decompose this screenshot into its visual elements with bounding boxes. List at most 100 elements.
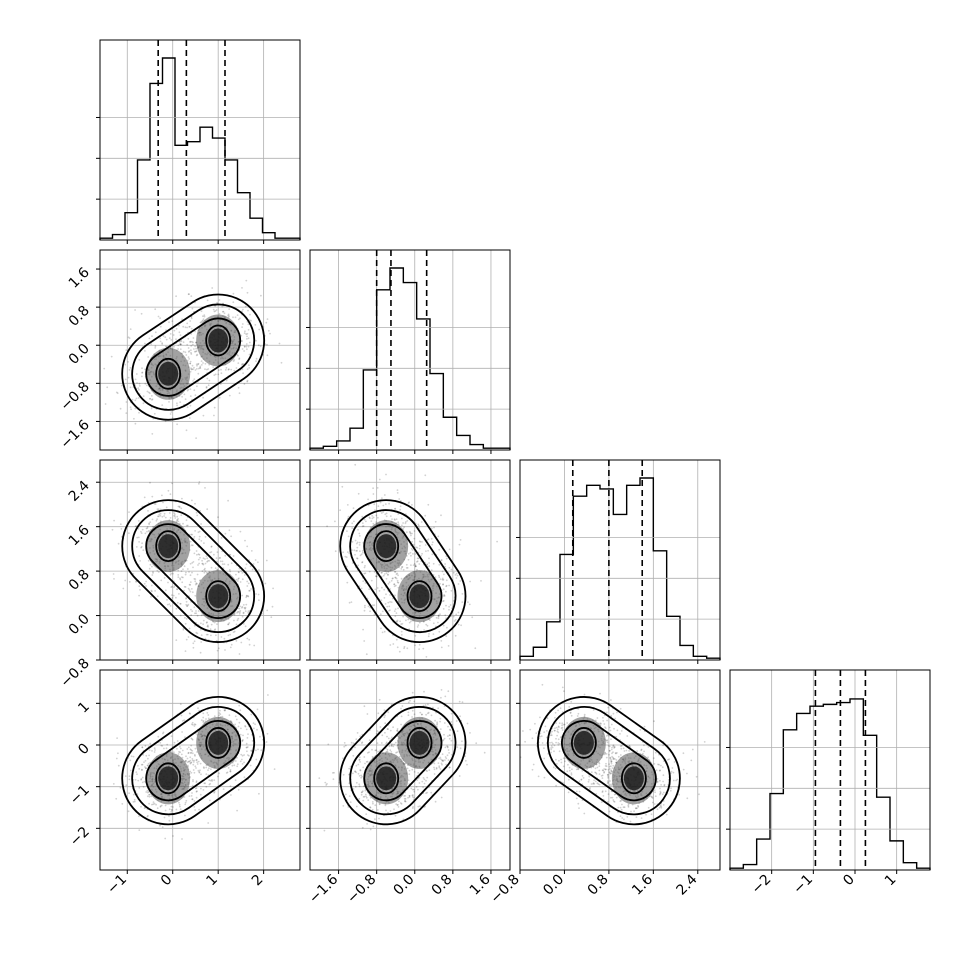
- panel-2-2: [516, 459, 721, 664]
- scatter-point: [198, 530, 201, 533]
- scatter-point: [183, 585, 186, 588]
- scatter-point: [246, 585, 249, 587]
- x-tick-label-0-3: 2: [249, 872, 267, 890]
- scatter-point: [384, 603, 387, 605]
- scatter-point: [225, 772, 228, 774]
- scatter-point: [183, 589, 185, 592]
- scatter-point: [125, 784, 128, 787]
- scatter-point: [428, 557, 430, 560]
- scatter-point: [461, 740, 463, 743]
- scatter-point: [177, 520, 180, 523]
- scatter-point: [146, 530, 148, 533]
- scatter-point: [237, 578, 240, 580]
- scatter-point: [196, 761, 199, 764]
- scatter-point: [146, 390, 149, 393]
- scatter-point: [236, 611, 239, 613]
- scatter-point: [560, 758, 562, 761]
- scatter-point: [383, 573, 386, 575]
- scatter-point: [200, 540, 203, 542]
- scatter-point: [233, 764, 236, 767]
- scatter-point: [194, 583, 197, 586]
- scatter-point: [250, 550, 253, 552]
- scatter-point: [416, 560, 419, 563]
- scatter-point: [389, 749, 392, 752]
- scatter-point: [399, 505, 402, 508]
- scatter-point: [232, 301, 235, 304]
- scatter-point: [146, 764, 149, 767]
- scatter-point: [205, 386, 208, 388]
- scatter-point: [397, 806, 400, 808]
- scatter-point: [466, 722, 469, 725]
- contour-1-0-2: [145, 317, 242, 397]
- scatter-point: [278, 342, 281, 345]
- scatter-point: [407, 558, 410, 561]
- scatter-point: [602, 720, 605, 722]
- scatter-point: [199, 366, 201, 369]
- scatter-point: [369, 610, 371, 613]
- scatter-point: [195, 612, 198, 615]
- scatter-point: [178, 751, 180, 753]
- scatter-point: [156, 518, 159, 521]
- scatter-point: [248, 589, 251, 592]
- scatter-point: [120, 528, 123, 530]
- scatter-point: [163, 515, 166, 517]
- scatter-point: [385, 742, 387, 745]
- scatter-point: [171, 482, 174, 485]
- scatter-point: [421, 552, 423, 555]
- panel-0-0: [96, 39, 301, 244]
- scatter-point: [166, 743, 169, 746]
- scatter-point: [401, 566, 404, 568]
- scatter-point: [358, 775, 361, 777]
- scatter-point: [176, 601, 179, 604]
- scatter-point: [450, 589, 453, 592]
- scatter-point: [255, 593, 257, 595]
- scatter-point: [205, 555, 208, 557]
- scatter-point: [390, 579, 393, 582]
- scatter-point: [148, 802, 151, 805]
- scatter-point: [363, 785, 365, 788]
- scatter-point: [227, 623, 230, 626]
- scatter-point: [369, 828, 372, 831]
- scatter-point: [148, 754, 151, 757]
- scatter-point: [255, 758, 258, 761]
- scatter-point: [404, 799, 406, 802]
- scatter-point: [596, 766, 599, 769]
- scatter-point: [204, 570, 207, 572]
- scatter-point: [393, 808, 395, 811]
- scatter-point: [354, 785, 357, 788]
- scatter-point: [229, 785, 232, 787]
- scatter-point: [192, 780, 194, 783]
- scatter-point: [246, 379, 249, 382]
- scatter-point: [343, 745, 346, 748]
- scatter-point: [391, 736, 393, 739]
- scatter-2-1: [326, 463, 498, 658]
- y-tick-label-2-0: −0.8: [57, 656, 92, 691]
- scatter-point: [363, 609, 366, 612]
- scatter-point: [247, 582, 250, 585]
- scatter-point: [409, 532, 412, 535]
- scatter-point: [375, 575, 378, 578]
- scatter-point: [193, 725, 196, 727]
- scatter-point: [248, 319, 251, 321]
- scatter-point: [206, 377, 209, 380]
- scatter-point: [153, 802, 156, 805]
- scatter-point: [266, 343, 268, 346]
- scatter-point: [169, 413, 172, 415]
- scatter-point: [164, 345, 167, 348]
- scatter-point: [180, 576, 183, 578]
- scatter-point: [194, 369, 197, 371]
- scatter-point: [383, 588, 386, 591]
- scatter-point: [241, 310, 244, 313]
- scatter-point: [235, 573, 237, 576]
- scatter-point: [342, 551, 345, 554]
- scatter-point: [195, 790, 198, 793]
- contour-inner-0: [373, 530, 400, 563]
- scatter-point: [187, 603, 190, 606]
- scatter-point: [224, 369, 227, 371]
- scatter-point: [203, 542, 205, 544]
- scatter-point: [206, 621, 208, 623]
- scatter-point: [186, 757, 189, 760]
- scatter-point: [188, 358, 191, 360]
- scatter-point: [425, 779, 427, 782]
- scatter-point: [360, 553, 363, 556]
